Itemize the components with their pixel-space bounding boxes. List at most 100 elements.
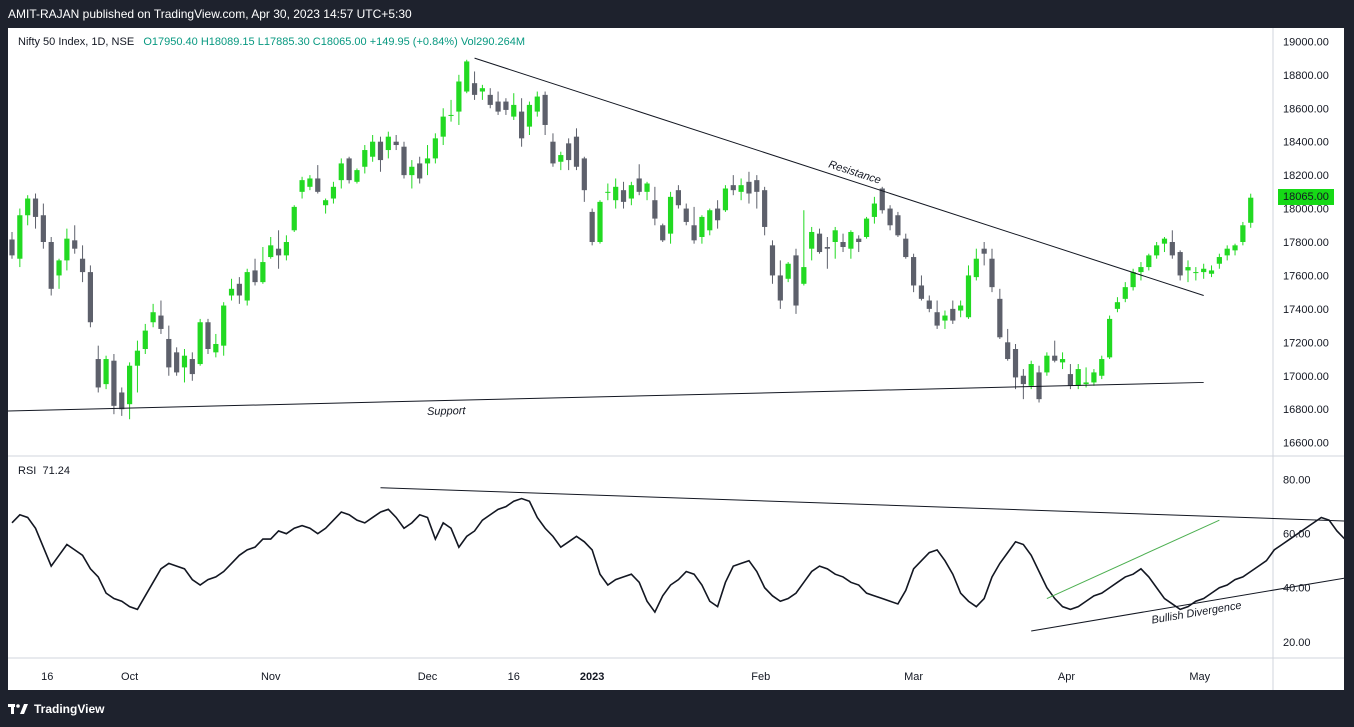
candle-up: [1083, 382, 1089, 385]
candle-up: [699, 216, 705, 237]
candle-down: [87, 272, 93, 323]
candle-down: [769, 245, 776, 276]
candle-down: [9, 239, 15, 256]
candle-up: [354, 170, 360, 182]
candle-down: [816, 233, 823, 253]
candle-up: [56, 260, 62, 276]
candle-up: [707, 210, 713, 231]
price-tick-label: 16600.00: [1283, 438, 1329, 450]
candle-up: [479, 88, 485, 92]
price-tick-label: 17400.00: [1283, 304, 1329, 316]
published-text: AMIT-RAJAN published on TradingView.com,…: [8, 7, 412, 21]
candle-down: [1177, 252, 1183, 276]
candle-down: [660, 225, 666, 241]
candle-down: [519, 111, 525, 139]
candle-down: [346, 158, 352, 181]
candle-up: [213, 343, 219, 353]
candle-up: [871, 203, 877, 217]
candle-up: [973, 258, 979, 278]
low-value: L17885.30: [257, 36, 310, 48]
candle-up: [103, 359, 109, 385]
candle-up: [965, 275, 972, 318]
candle-down: [683, 208, 689, 222]
candle-up: [1216, 257, 1222, 264]
candle-down: [95, 359, 101, 388]
candle-down: [895, 215, 901, 236]
candle-down: [166, 338, 172, 368]
candle-down: [158, 315, 164, 329]
candle-down: [252, 270, 258, 283]
candle-down: [1005, 342, 1011, 360]
candle-down: [934, 312, 940, 326]
candle-up: [228, 288, 235, 296]
candle-down: [72, 240, 78, 249]
candle-down: [48, 242, 54, 289]
footer-brand[interactable]: TradingView: [8, 698, 104, 720]
candle-up: [613, 186, 619, 201]
time-axis-label: May: [1189, 671, 1210, 683]
candle-up: [260, 262, 266, 283]
trendline-label: Resistance: [827, 159, 882, 187]
candle-down: [754, 180, 760, 192]
candle-up: [809, 231, 815, 249]
candle-up: [464, 61, 470, 92]
rsi-value: 71.24: [42, 465, 70, 477]
rsi-tick-label: 20.00: [1283, 637, 1311, 649]
candle-up: [385, 136, 391, 151]
candle-up: [1224, 248, 1230, 256]
candle-down: [111, 360, 117, 406]
candle-down: [487, 94, 493, 105]
candle-down: [573, 136, 580, 167]
candle-down: [542, 94, 548, 125]
time-axis-label: Nov: [261, 671, 281, 683]
candle-up: [432, 138, 438, 159]
chart-panel[interactable]: 19000.00 18800.00 18600.00 18400.00 18200.00…: [8, 28, 1344, 690]
candle-up: [448, 114, 454, 116]
candle-down: [581, 158, 587, 191]
price-tick-label: 17200.00: [1283, 337, 1329, 349]
candle-up: [17, 215, 23, 259]
candle-up: [863, 218, 870, 237]
price-tick-label: 17600.00: [1283, 270, 1329, 282]
chart-svg[interactable]: 19000.00 18800.00 18600.00 18400.00 18200.00…: [8, 28, 1344, 690]
price-tick-label: 17000.00: [1283, 371, 1329, 383]
candle-down: [997, 298, 1003, 338]
candle-down: [950, 308, 956, 321]
candle-up: [181, 355, 188, 368]
candle-down: [675, 190, 681, 206]
candle-up: [370, 141, 376, 157]
candle-down: [1036, 372, 1042, 400]
rsi-tick-label: 40.00: [1283, 583, 1311, 595]
candle-down: [918, 285, 925, 299]
candle-down: [840, 242, 846, 248]
candle-up: [221, 305, 227, 346]
price-tick-label: 17800.00: [1283, 237, 1329, 249]
symbol-text: Nifty 50 Index, 1D, NSE: [18, 36, 135, 48]
candle-up: [801, 267, 807, 284]
divergence-green-line: [1046, 519, 1220, 599]
candle-up: [1232, 245, 1238, 251]
candle-down: [746, 181, 752, 194]
tradingview-logo-icon: [8, 703, 28, 715]
candle-up: [644, 183, 650, 192]
rsi-resistance-line: [380, 487, 1344, 522]
candle-up: [722, 188, 729, 211]
candle-up: [330, 186, 337, 199]
candle-up: [134, 350, 141, 366]
candle-up: [1154, 245, 1160, 256]
candle-up: [424, 158, 431, 164]
candle-up: [848, 231, 854, 249]
time-axis-label: Dec: [418, 671, 438, 683]
candle-down: [119, 392, 125, 410]
candle-down: [315, 178, 321, 192]
time-axis-label: Oct: [121, 671, 138, 683]
candle-up: [1208, 270, 1215, 274]
candle-down: [174, 352, 180, 373]
candle-down: [911, 257, 917, 286]
candle-up: [142, 330, 148, 349]
candle-up: [1130, 272, 1136, 288]
candle-up: [558, 155, 564, 162]
candle-down: [471, 83, 478, 95]
candle-up: [362, 150, 368, 167]
candle-down: [1020, 375, 1026, 385]
